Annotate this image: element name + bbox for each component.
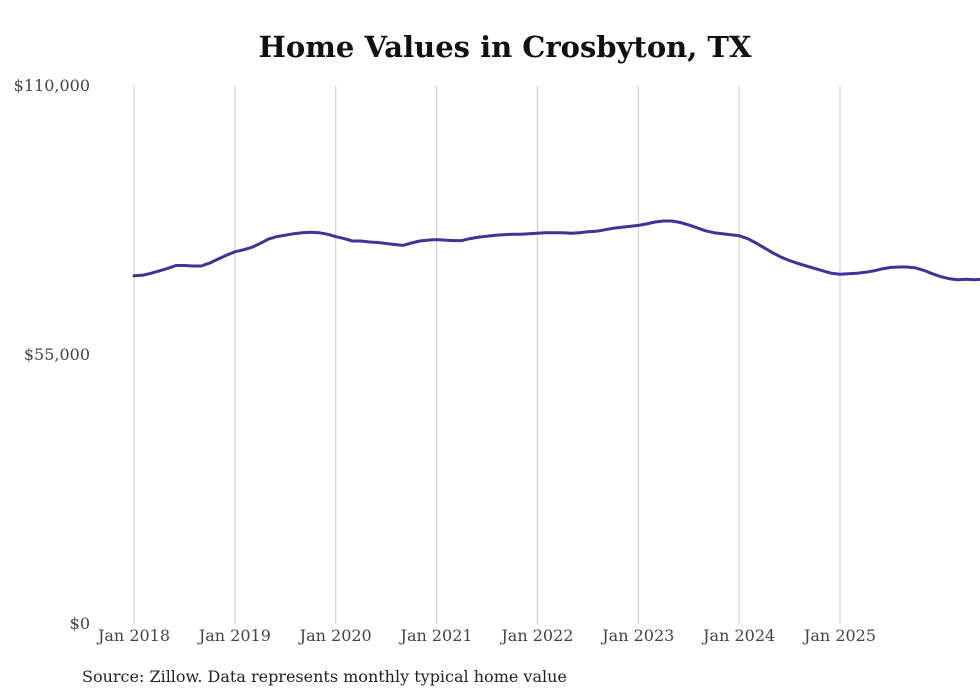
y-tick-label: $55,000: [24, 345, 90, 364]
x-tick-label: Jan 2018: [96, 626, 170, 645]
x-tick-label: Jan 2020: [298, 626, 372, 645]
y-tick-label: $110,000: [14, 76, 90, 95]
x-tick-label: Jan 2022: [499, 626, 573, 645]
grid-lines: [133, 86, 841, 624]
x-tick-label: Jan 2025: [802, 626, 876, 645]
chart-title: Home Values in Crosbyton, TX: [258, 30, 752, 64]
y-tick-label: $0: [70, 614, 90, 633]
series-line: [132, 219, 980, 282]
y-axis-tick-labels: $0 $55,000 $110,000: [14, 76, 90, 633]
source-note: Source: Zillow. Data represents monthly …: [82, 667, 567, 686]
x-tick-label: Jan 2021: [399, 626, 473, 645]
x-tick-label: Jan 2024: [701, 626, 775, 645]
x-tick-label: Jan 2019: [197, 626, 271, 645]
series-group: [132, 219, 980, 282]
x-axis-tick-labels: Jan 2018 Jan 2019 Jan 2020 Jan 2021 Jan 2022…: [96, 626, 876, 645]
x-tick-label: Jan 2023: [600, 626, 674, 645]
